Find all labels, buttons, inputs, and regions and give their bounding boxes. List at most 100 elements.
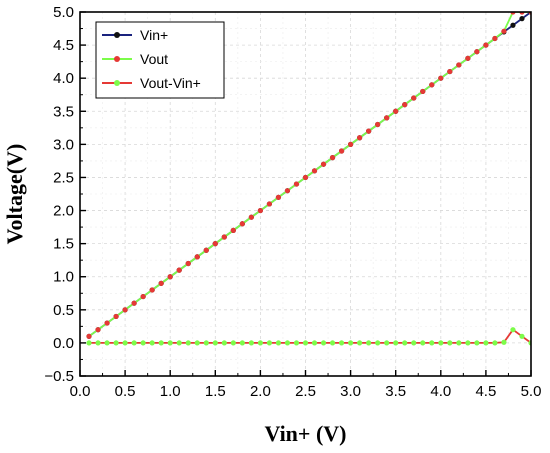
legend: Vin+ Vout Vout-Vin+ <box>95 21 225 99</box>
data-point <box>447 68 453 75</box>
data-point <box>438 340 444 346</box>
data-point <box>293 181 300 187</box>
axes: 0.0 0.5 1.0 1.5 2.0 2.5 3.0 3.5 4.0 4.5 5.0−0.50.0… <box>44 4 541 400</box>
data-point <box>357 340 363 346</box>
y-tick-label: 3.0 <box>53 136 74 153</box>
data-point <box>140 293 146 300</box>
legend-swatch-marker <box>114 56 120 62</box>
data-point <box>329 155 336 161</box>
legend-label: Vout <box>140 51 168 67</box>
data-point <box>203 340 209 346</box>
data-point <box>95 340 101 346</box>
data-point <box>221 234 227 240</box>
data-point <box>275 340 282 346</box>
data-point <box>402 102 408 108</box>
data-point <box>501 28 507 34</box>
data-point <box>302 174 309 181</box>
data-point <box>465 55 471 61</box>
x-tick-label: 3.5 <box>385 383 406 400</box>
data-point <box>375 121 381 128</box>
data-point <box>257 207 263 214</box>
data-point <box>411 340 417 346</box>
y-tick-label: 5.0 <box>53 4 74 21</box>
data-point <box>492 35 498 42</box>
data-point <box>393 340 399 346</box>
data-point <box>275 194 282 200</box>
data-point <box>86 333 92 339</box>
data-point <box>474 340 480 346</box>
data-point <box>348 340 354 346</box>
y-tick-label: 1.0 <box>53 269 74 286</box>
data-point <box>311 340 318 346</box>
data-point <box>113 340 119 346</box>
x-axis-title: Vin+ (V) <box>265 421 347 446</box>
data-point <box>483 42 489 48</box>
x-tick-label: 1.0 <box>160 383 181 400</box>
data-point <box>266 201 273 207</box>
data-point <box>447 340 453 346</box>
data-point <box>158 340 164 346</box>
data-point <box>158 280 164 286</box>
x-tick-label: 3.0 <box>340 383 361 400</box>
data-point <box>357 135 363 141</box>
data-point <box>131 340 137 346</box>
y-tick-label: 2.5 <box>53 169 74 186</box>
data-point <box>239 221 245 227</box>
data-point <box>131 300 137 306</box>
data-point <box>510 327 516 333</box>
x-tick-label: 1.5 <box>205 383 226 400</box>
data-point <box>203 247 209 253</box>
y-tick-label: −0.5 <box>44 368 74 385</box>
y-tick-label: 1.5 <box>53 236 74 253</box>
data-point <box>320 161 327 167</box>
data-point <box>320 340 327 346</box>
data-point <box>510 22 516 28</box>
y-tick-label: 0.0 <box>53 335 74 352</box>
data-point <box>122 340 128 346</box>
data-point <box>366 340 372 346</box>
data-point <box>402 340 408 346</box>
x-tick-label: 0.5 <box>115 383 136 400</box>
data-point <box>384 115 390 121</box>
data-point <box>149 340 155 346</box>
data-point <box>167 340 173 346</box>
data-point <box>176 340 182 346</box>
data-point <box>456 62 462 68</box>
legend-item: Vin+ <box>102 27 168 43</box>
data-point <box>338 340 345 346</box>
data-point <box>302 340 309 346</box>
x-tick-label: 0.0 <box>70 383 91 400</box>
data-point <box>474 49 480 55</box>
data-point <box>113 313 119 320</box>
data-point <box>104 340 110 346</box>
data-point <box>501 339 507 345</box>
data-point <box>230 227 236 233</box>
data-point <box>248 214 254 220</box>
data-point <box>284 340 291 346</box>
data-point <box>257 340 263 346</box>
x-tick-label: 2.0 <box>250 383 271 400</box>
legend-label: Vout-Vin+ <box>140 75 201 91</box>
data-point <box>420 340 426 346</box>
data-point <box>366 128 372 134</box>
data-point <box>456 340 462 346</box>
data-point <box>348 141 354 147</box>
data-point <box>185 260 191 267</box>
data-point <box>149 287 155 293</box>
data-point <box>176 267 182 273</box>
data-point <box>429 82 435 88</box>
data-point <box>465 340 471 346</box>
y-tick-label: 0.5 <box>53 302 74 319</box>
data-point <box>393 108 399 114</box>
data-point <box>140 340 146 346</box>
y-tick-label: 4.5 <box>53 37 74 54</box>
data-point <box>311 168 318 174</box>
legend-swatch-marker <box>114 32 120 38</box>
x-tick-label: 5.0 <box>521 383 542 400</box>
data-point <box>194 254 200 260</box>
data-point <box>221 340 227 346</box>
data-point <box>248 340 254 346</box>
legend-label: Vin+ <box>140 27 168 43</box>
data-point <box>95 327 101 333</box>
